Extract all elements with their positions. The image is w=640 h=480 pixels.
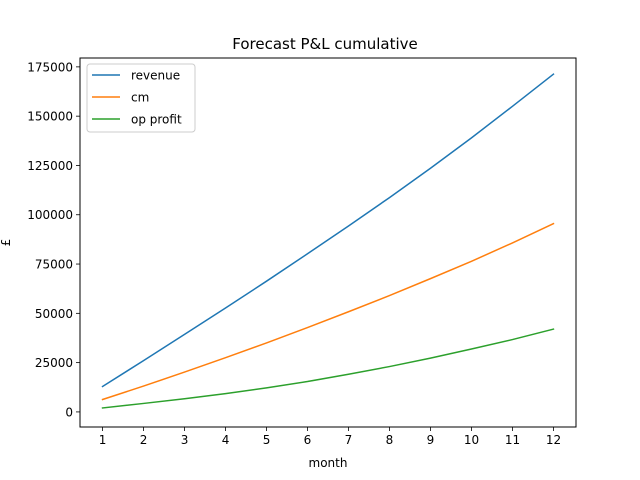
y-tick-label: 75000	[35, 258, 73, 272]
x-tick-label: 1	[99, 433, 107, 447]
series-line-op-profit	[101, 328, 555, 409]
x-tick-label: 10	[464, 433, 479, 447]
legend-label-revenue: revenue	[131, 69, 180, 83]
x-tick-label: 12	[546, 433, 561, 447]
legend-box	[86, 63, 196, 133]
x-tick-label: 4	[222, 433, 230, 447]
y-axis-ticks: 0 25000 50000 75000 100000 125000 150000 175000	[27, 60, 80, 419]
x-tick-label: 11	[505, 433, 520, 447]
y-tick-label: 175000	[27, 60, 73, 74]
x-tick-label: 7	[345, 433, 353, 447]
x-tick-label: 2	[140, 433, 148, 447]
y-tick-label: 0	[65, 405, 73, 419]
x-tick-label: 3	[181, 433, 189, 447]
x-tick-label: 8	[386, 433, 394, 447]
x-axis-ticks: 1 2 3 4 5 6 7 8 9 10 11 12	[99, 427, 561, 447]
x-tick-label: 5	[263, 433, 271, 447]
legend-label-cm: cm	[131, 91, 149, 105]
y-tick-label: 125000	[27, 159, 73, 173]
legend-label-op-profit: op profit	[131, 113, 182, 127]
series-layer	[101, 73, 555, 409]
series-line-revenue	[101, 73, 555, 388]
x-axis-label: month	[309, 456, 348, 470]
axes-frame	[79, 57, 577, 428]
x-tick-label: 9	[427, 433, 435, 447]
legend: revenue cm op profit	[86, 63, 196, 133]
x-tick-label: 6	[304, 433, 312, 447]
y-axis-label: £	[0, 239, 13, 247]
legend-entries: revenue cm op profit	[92, 69, 182, 127]
y-tick-label: 50000	[35, 307, 73, 321]
y-tick-label: 100000	[27, 208, 73, 222]
y-tick-label: 25000	[35, 356, 73, 370]
y-tick-label: 150000	[27, 110, 73, 124]
series-line-cm	[101, 222, 555, 401]
chart-title: Forecast P&L cumulative	[232, 35, 418, 53]
